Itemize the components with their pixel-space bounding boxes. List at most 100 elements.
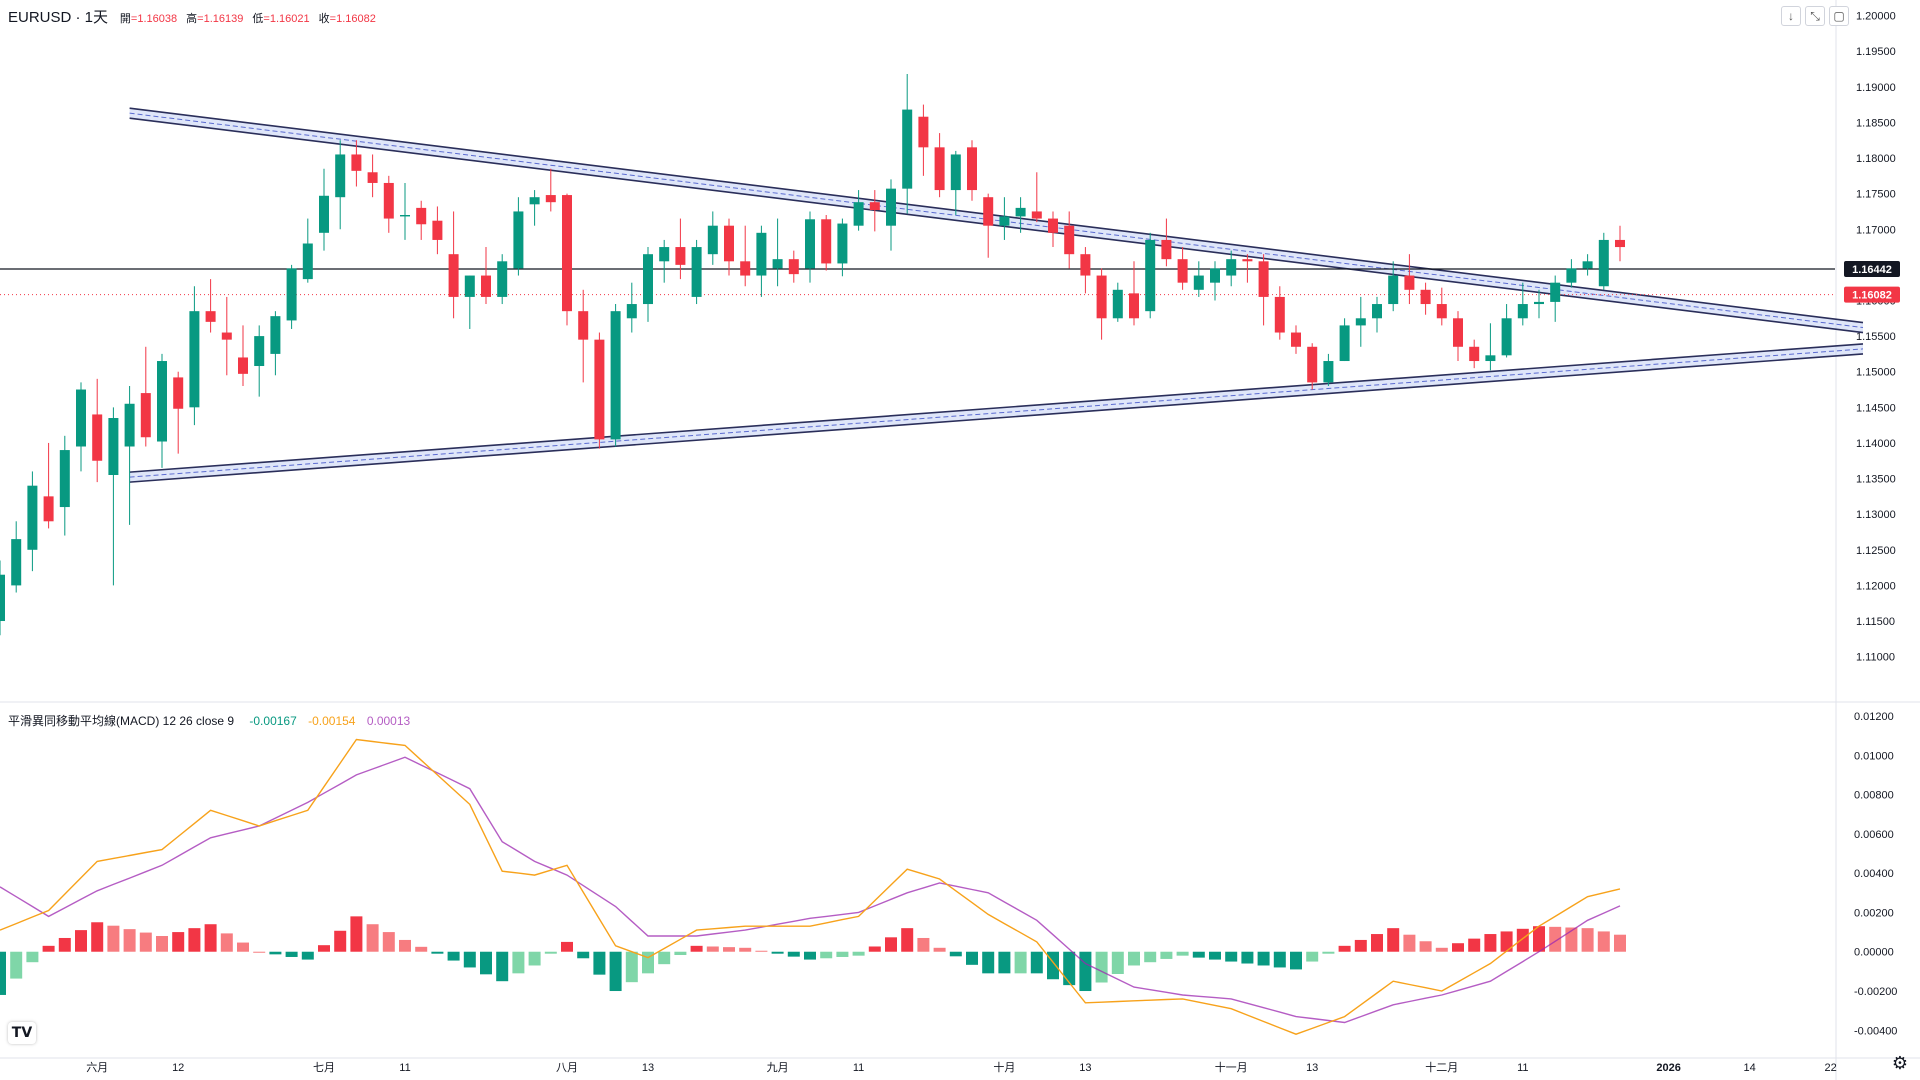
macd-histogram-bar <box>1500 931 1513 952</box>
collapse-pane-icon[interactable]: ⤡ <box>1805 6 1825 26</box>
time-tick-label: 十月 <box>993 1060 1015 1074</box>
candle-body <box>659 247 670 262</box>
price-tick-label: 1.11000 <box>1856 652 1895 664</box>
time-tick-label: 13 <box>642 1062 654 1074</box>
macd-histogram-bar <box>431 951 444 954</box>
candle-body <box>0 574 5 622</box>
candle-body <box>92 414 103 461</box>
candle-body <box>886 188 896 226</box>
symbol-title[interactable]: EURUSD · 1天 <box>8 9 109 26</box>
time-tick-label: 2026 <box>1656 1062 1680 1074</box>
macd-histogram-bar <box>1257 951 1270 966</box>
candle-body <box>1372 304 1382 319</box>
candle-body <box>513 211 524 269</box>
scroll-down-icon[interactable]: ↓ <box>1781 6 1801 26</box>
macd-tick-label: -0.00400 <box>1854 1025 1897 1037</box>
candle-body <box>578 311 589 340</box>
candle-body <box>691 247 702 297</box>
candle-body <box>367 172 378 183</box>
price-tick-label: 1.15000 <box>1856 367 1896 379</box>
candle-body <box>999 216 1010 226</box>
time-tick-label: 11 <box>853 1062 864 1074</box>
high-value: =1.16139 <box>197 13 244 25</box>
candle-body <box>1404 275 1415 290</box>
macd-histogram-bar <box>609 951 622 992</box>
candle-body <box>11 539 22 586</box>
candle-body <box>1453 318 1463 347</box>
macd-histogram-bar <box>350 916 363 952</box>
candle-body <box>934 147 945 191</box>
price-tick-label: 1.12500 <box>1856 545 1896 557</box>
price-tick-label: 1.12000 <box>1856 580 1896 592</box>
price-tick-label: 1.18000 <box>1856 153 1896 165</box>
last-price-label: 1.16082 <box>1852 290 1892 302</box>
macd-tick-label: 0.00400 <box>1854 868 1894 880</box>
macd-histogram-bar <box>1273 951 1286 968</box>
price-tick-label: 1.13000 <box>1856 509 1896 521</box>
horizontal-level-label: 1.16442 <box>1852 264 1892 276</box>
macd-histogram-bar <box>804 951 816 960</box>
macd-histogram-bar <box>366 924 379 952</box>
candle-body <box>1501 318 1512 356</box>
candle-body <box>335 154 346 198</box>
candle-body <box>529 197 540 205</box>
macd-histogram-bar <box>1419 941 1432 952</box>
macd-histogram-bar <box>58 937 71 952</box>
macd-tick-label: 0.00800 <box>1854 790 1894 802</box>
gear-icon[interactable]: ⚙ <box>1891 1053 1908 1073</box>
macd-histogram-bar <box>949 951 962 957</box>
low-label: 低 <box>252 13 264 25</box>
macd-tick-label: 0.00200 <box>1854 907 1894 919</box>
macd-title[interactable]: 平滑異同移動平均線(MACD) 12 26 close 9 <box>8 714 235 728</box>
candle-body <box>238 357 248 374</box>
macd-histogram-bar <box>204 924 217 952</box>
candle-body <box>918 116 929 148</box>
upper-resistance-upper-edge <box>129 107 1864 324</box>
macd-histogram-bar <box>982 951 995 974</box>
price-tick-label: 1.18500 <box>1856 117 1896 129</box>
signal-line <box>0 756 1621 1024</box>
tradingview-logo-icon[interactable]: TV <box>8 1022 36 1044</box>
maximize-pane-icon[interactable]: ▢ <box>1829 6 1849 26</box>
macd-histogram-bar <box>625 951 638 983</box>
price-tick-label: 1.17000 <box>1856 224 1896 236</box>
macd-histogram-bar <box>1176 951 1189 956</box>
macd-histogram-bar <box>852 951 865 956</box>
macd-histogram-bar <box>42 945 55 952</box>
macd-histogram-bar <box>1290 951 1302 970</box>
ohlc-readout: 開=1.16038 高=1.16139 低=1.16021 收=1.16082 <box>120 13 382 25</box>
macd-histogram-bar <box>1354 939 1367 952</box>
candle-body <box>1177 259 1188 283</box>
candle-body <box>383 182 394 219</box>
macd-histogram-bar <box>917 937 930 952</box>
candle-body <box>173 377 184 409</box>
macd-histogram-bar <box>447 951 460 961</box>
candle-body <box>1048 218 1058 233</box>
candle-body <box>983 197 994 226</box>
macd-histogram-bar <box>1403 934 1416 952</box>
macd-histogram-bar <box>123 929 136 952</box>
macd-histogram-bar <box>1614 934 1626 952</box>
open-value: =1.16038 <box>130 13 178 25</box>
candle-body <box>837 223 848 264</box>
candle-body <box>254 336 265 367</box>
candle-body <box>351 154 362 171</box>
macd-histogram-bar <box>382 932 395 952</box>
macd-histogram-bar <box>253 951 266 953</box>
candle-body <box>319 195 329 233</box>
candle-body <box>1517 304 1528 319</box>
macd-histogram-bar <box>1111 951 1124 974</box>
macd-histogram-bar <box>334 930 347 952</box>
lower-support-center-line <box>129 348 1864 478</box>
time-tick-label: 十一月 <box>1215 1060 1248 1074</box>
macd-histogram-bar <box>933 947 946 952</box>
macd-histogram-bar <box>269 951 282 955</box>
candle-body <box>594 339 605 440</box>
macd-histogram-bar <box>75 930 87 952</box>
macd-histogram-bar <box>1063 951 1076 986</box>
macd-histogram-bar <box>706 946 719 952</box>
candle-body <box>1226 259 1237 276</box>
macd-histogram-bar <box>1160 951 1173 959</box>
symbol-legend: EURUSD · 1天 開=1.16038 高=1.16139 低=1.1602… <box>8 6 382 27</box>
